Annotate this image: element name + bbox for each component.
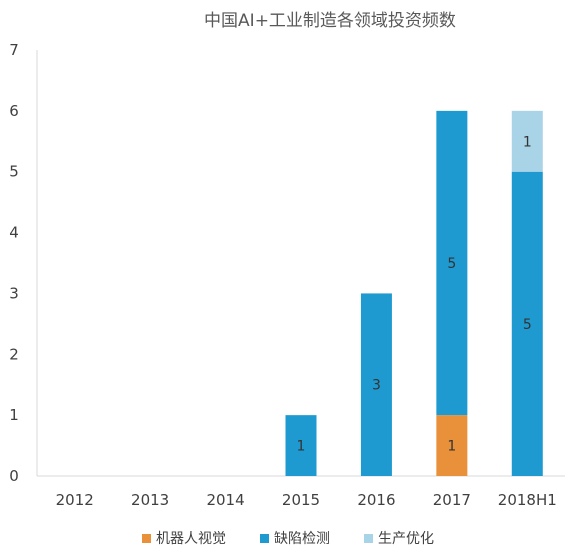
bar-segment xyxy=(511,171,543,476)
bar-segment xyxy=(285,415,317,476)
bar-segment xyxy=(436,110,468,416)
x-tick-label: 2017 xyxy=(433,491,471,509)
y-tick-label: 3 xyxy=(9,284,19,302)
y-tick-label: 4 xyxy=(9,224,19,242)
data-label: 3 xyxy=(372,378,381,394)
data-label: 1 xyxy=(523,134,532,150)
legend-item-robot-vision: 机器人视觉 xyxy=(142,528,226,548)
data-label: 1 xyxy=(447,439,456,455)
data-label: 5 xyxy=(447,256,456,272)
y-tick-label: 1 xyxy=(9,406,19,424)
legend-label: 缺陷检测 xyxy=(274,531,330,547)
x-tick-label: 2016 xyxy=(357,491,395,509)
legend-label: 生产优化 xyxy=(378,531,434,547)
x-tick-label: 2015 xyxy=(282,491,320,509)
data-label: 5 xyxy=(523,317,532,333)
bar-segment xyxy=(436,415,468,476)
legend-item-defect-detection: 缺陷检测 xyxy=(260,528,330,548)
legend-item-production-optimization: 生产优化 xyxy=(364,528,434,548)
y-tick-label: 5 xyxy=(9,163,19,181)
legend-swatch-production-optimization xyxy=(364,533,373,543)
y-tick-label: 2 xyxy=(9,345,19,363)
y-tick-label: 0 xyxy=(9,467,19,485)
x-tick-label: 2018H1 xyxy=(498,491,557,509)
chart-title: 中国AI+工业制造各领域投资频数 xyxy=(204,11,456,31)
chart-legend: 机器人视觉 缺陷检测 生产优化 xyxy=(0,528,576,548)
data-label: 1 xyxy=(297,439,306,455)
legend-label: 机器人视觉 xyxy=(156,531,226,547)
bar-segment xyxy=(511,110,543,172)
x-tick-label: 2013 xyxy=(131,491,169,509)
legend-swatch-robot-vision xyxy=(142,533,151,543)
bar-segment xyxy=(360,293,392,476)
y-tick-label: 6 xyxy=(9,102,19,120)
x-tick-label: 2012 xyxy=(56,491,94,509)
legend-swatch-defect-detection xyxy=(260,533,269,543)
y-tick-label: 7 xyxy=(9,41,19,59)
x-tick-label: 2014 xyxy=(206,491,244,509)
